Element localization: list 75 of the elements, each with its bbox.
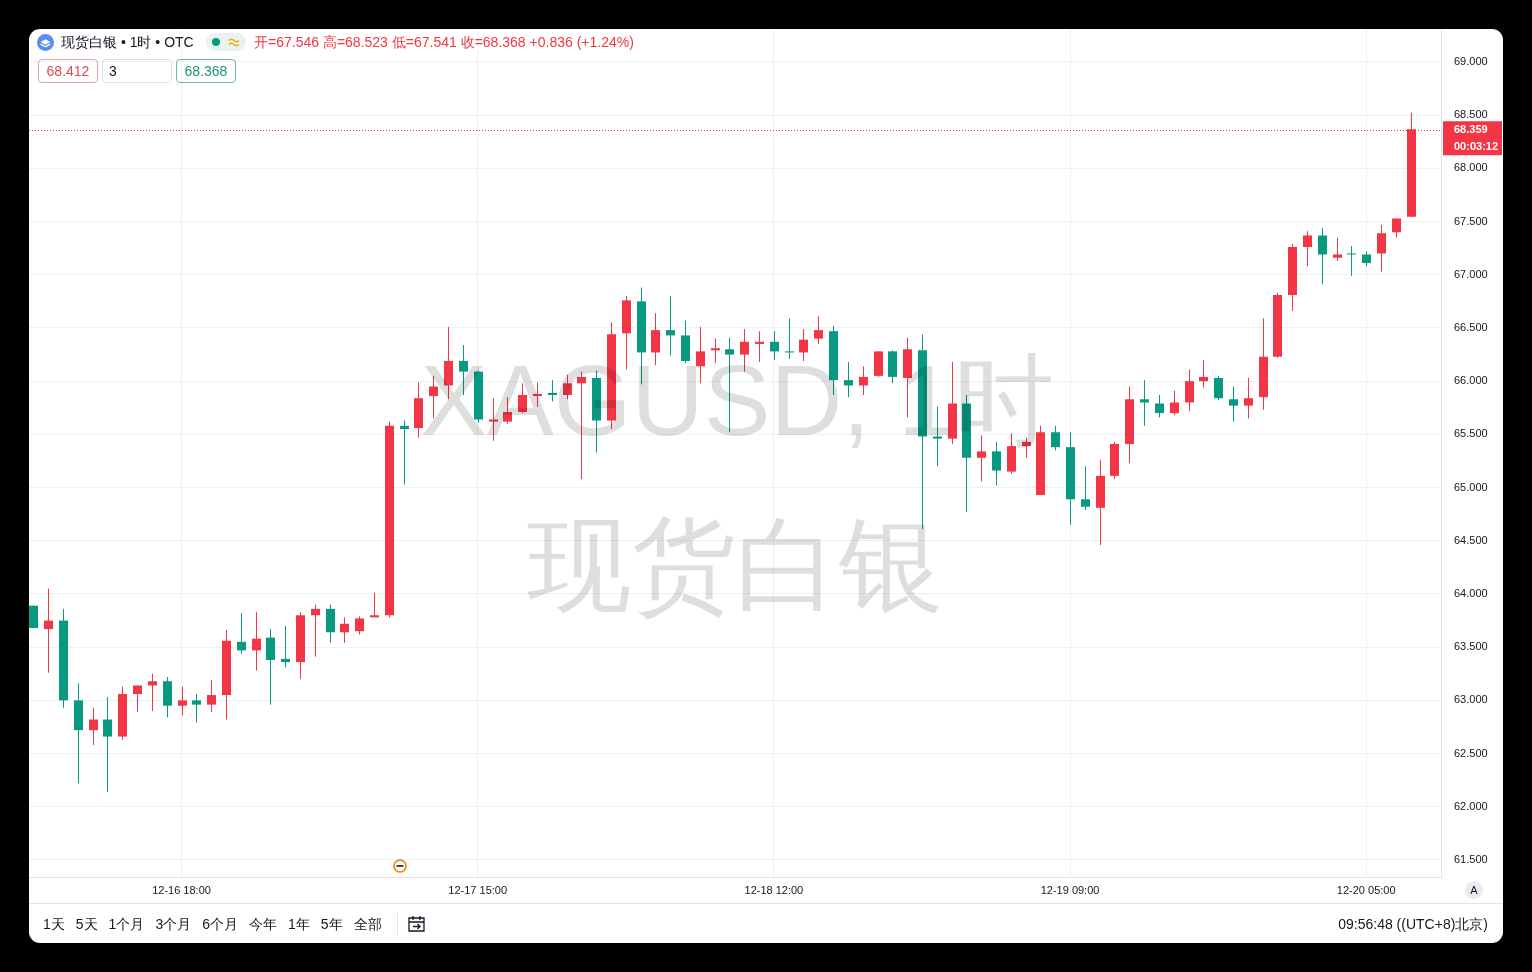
candlestick	[340, 616, 349, 644]
y-tick-label: 64.500	[1454, 533, 1488, 546]
candlestick	[370, 592, 379, 618]
annotation: 3	[102, 59, 172, 83]
y-tick-label: 68.500	[1454, 108, 1488, 121]
candlestick	[400, 420, 409, 485]
candlestick	[666, 295, 675, 357]
y-tick-label: 64.000	[1454, 587, 1488, 600]
candlestick	[1229, 386, 1238, 423]
candlestick	[1185, 368, 1194, 412]
candlestick	[281, 625, 290, 668]
x-tick-label: 12-18 12:00	[744, 883, 804, 896]
y-tick-label: 65.500	[1454, 427, 1488, 440]
candlestick	[814, 315, 823, 345]
candlestick	[89, 707, 98, 746]
y-tick-label: 66.000	[1454, 374, 1488, 387]
y-tick-label: 67.000	[1454, 267, 1488, 280]
text: 09:56:48 ((UTC+8)北京)	[1338, 915, 1488, 933]
candlestick	[252, 611, 261, 672]
text: 1天	[43, 915, 65, 933]
annotation: 68.368	[176, 59, 236, 83]
y-tick-label: 62.500	[1454, 746, 1488, 759]
text: 5天	[75, 915, 98, 933]
candlestick	[192, 693, 201, 724]
candlestick	[1155, 394, 1164, 418]
candlestick	[1377, 224, 1386, 273]
x-tick-label: 12-19 09:00	[1040, 883, 1100, 896]
x-tick-label: 12-17 15:00	[448, 883, 508, 896]
candlestick	[1244, 377, 1253, 419]
text: 全部	[353, 915, 382, 933]
x-tick-label: 12-16 18:00	[152, 883, 211, 896]
x-tick-label: 12-20 05:00	[1336, 883, 1396, 896]
candlestick	[133, 684, 142, 713]
candlestick	[326, 604, 335, 644]
candlestick	[1140, 379, 1149, 427]
text: 5年	[320, 915, 343, 933]
candlestick	[1347, 245, 1356, 277]
chart-title: 现货白银 • 1时 • OTC	[61, 34, 194, 51]
candlestick	[1081, 465, 1090, 511]
y-tick-label: 63.500	[1454, 640, 1488, 653]
candlestick	[266, 628, 275, 706]
text: 3个月	[155, 915, 192, 933]
candlestick	[1199, 359, 1208, 389]
candlestick	[311, 604, 320, 658]
y-tick-label: 63.000	[1454, 693, 1488, 706]
candlestick	[1318, 227, 1327, 285]
ref-line-label: 68.359	[1454, 123, 1488, 136]
candlestick	[1051, 425, 1060, 451]
y-tick-label: 67.500	[1454, 214, 1488, 227]
candlestick	[178, 686, 187, 716]
y-tick-label: 69.000	[1454, 55, 1488, 68]
candlestick	[1214, 375, 1223, 401]
y-tick-label: 62.000	[1454, 799, 1488, 812]
candlestick	[1170, 390, 1179, 416]
text: 6个月	[202, 915, 238, 933]
y-tick-label: 68.000	[1454, 161, 1488, 174]
candlestick	[148, 673, 157, 712]
candlestick	[207, 679, 216, 713]
y-tick-label: 65.000	[1454, 480, 1488, 493]
candlestick	[1303, 230, 1312, 267]
text: A	[1465, 881, 1483, 899]
candlestick	[237, 612, 246, 655]
candlestick	[355, 615, 364, 635]
text: 00:03:12	[1454, 140, 1499, 153]
text: 1年	[287, 915, 310, 933]
text: 1个月	[108, 915, 145, 933]
y-tick-label: 66.500	[1454, 321, 1488, 334]
candlestick	[44, 588, 53, 674]
y-tick-label: 61.500	[1454, 853, 1488, 866]
annotation: 68.412	[38, 59, 98, 83]
text: 今年	[248, 915, 277, 933]
candlestick	[103, 696, 112, 793]
annotation: 开=67.546 高=68.523 低=67.541 收=68.368 +0.836 (+1.24%)	[254, 34, 634, 51]
candlestick	[1392, 217, 1401, 239]
candlestick	[1333, 237, 1342, 262]
